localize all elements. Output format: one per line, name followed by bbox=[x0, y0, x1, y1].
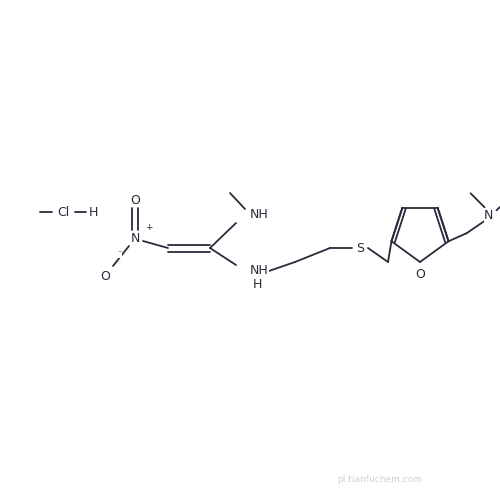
Text: N: N bbox=[484, 209, 493, 222]
Text: ⁻: ⁻ bbox=[117, 249, 122, 258]
Text: pl.tianfuchem.com: pl.tianfuchem.com bbox=[338, 476, 422, 484]
Text: +: + bbox=[145, 224, 152, 232]
Text: H: H bbox=[88, 206, 98, 218]
Text: O: O bbox=[130, 194, 140, 206]
Text: O: O bbox=[415, 268, 425, 280]
Text: H: H bbox=[252, 278, 262, 290]
Text: S: S bbox=[356, 242, 364, 254]
Text: O: O bbox=[100, 270, 110, 282]
Text: NH: NH bbox=[250, 264, 269, 276]
Text: N: N bbox=[130, 232, 140, 244]
Text: Cl: Cl bbox=[57, 206, 69, 218]
Text: NH: NH bbox=[250, 208, 269, 222]
